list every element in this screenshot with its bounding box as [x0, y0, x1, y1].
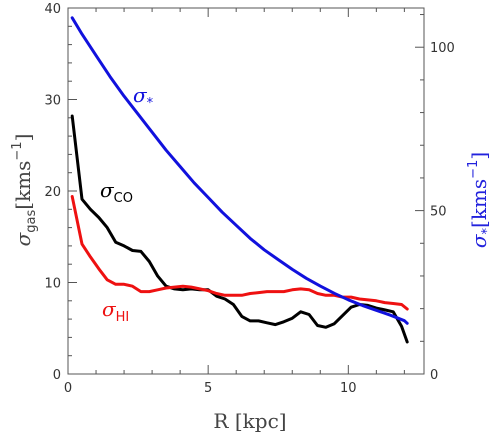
series-line-sigma-hi: [70, 195, 409, 311]
sigma-co-symbol: σ: [100, 178, 115, 202]
sigma-star-sub: *: [147, 96, 154, 111]
sigma-hi-symbol: σ: [102, 297, 117, 321]
x-tick-label: 5: [204, 381, 212, 396]
y-right-tick-label: 50: [430, 205, 447, 220]
sigma-co-sub: CO: [114, 191, 133, 206]
series-label-sigma-hi: σHI: [102, 297, 129, 325]
y-right-sub: *: [480, 227, 495, 234]
y-left-units: [kms: [11, 161, 35, 210]
y-left-tick-label: 10: [44, 277, 61, 292]
y-left-close: ]: [11, 134, 35, 142]
y-right-tick-label: 100: [430, 41, 455, 56]
y-axis-left-title: σgas[kms−1]: [10, 134, 39, 247]
y-left-tick-label: 20: [44, 185, 61, 200]
series-label-sigma-star: σ*: [133, 83, 154, 111]
y-left-symbol: σ: [11, 231, 35, 246]
y-right-tick-label: 0: [430, 368, 438, 383]
y-left-tick-label: 0: [53, 368, 61, 383]
sigma-star-symbol: σ: [133, 83, 148, 107]
series-label-sigma-co: σCO: [100, 178, 133, 206]
y-left-exp: −1: [10, 141, 25, 160]
series-line-sigma-star: [70, 16, 409, 325]
y-right-units: [kms: [467, 179, 491, 228]
series-line-sigma-co: [70, 114, 409, 344]
series-lines: [70, 16, 409, 344]
x-tick-label: 0: [64, 381, 72, 396]
y-left-tick-label: 30: [44, 94, 61, 109]
x-tick-label: 10: [340, 381, 357, 396]
y-left-tick-label: 40: [44, 2, 61, 17]
y-axis-right-title: σ*[kms−1]: [466, 152, 495, 248]
y-right-exp: −1: [466, 160, 481, 179]
x-axis-title: R [kpc]: [213, 409, 286, 433]
y-right-symbol: σ: [467, 233, 491, 248]
sigma-hi-sub: HI: [116, 310, 130, 325]
y-left-sub: gas: [24, 210, 39, 233]
y-right-close: ]: [467, 152, 491, 160]
